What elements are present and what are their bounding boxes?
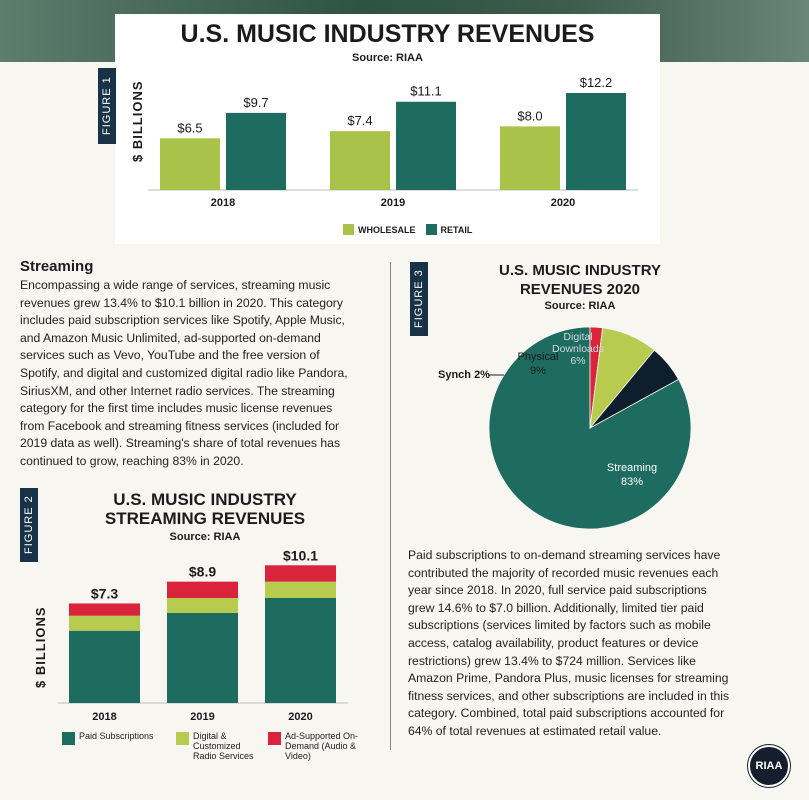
text-line: and Amazon Music Unlimited, ad-supported… <box>20 330 321 345</box>
text-line: includes paid subscription services like… <box>20 313 345 328</box>
legend-swatch-wholesale <box>343 224 354 235</box>
legend-label: Paid Subscriptions <box>79 731 154 741</box>
figure3-title-line1: U.S. MUSIC INDUSTRY <box>499 262 661 279</box>
legend-label-wholesale: WHOLESALE <box>358 224 416 235</box>
data-label: $7.4 <box>347 113 372 128</box>
slice-percent: 6% <box>570 355 585 367</box>
figure1-source: Source: RIAA <box>352 52 423 64</box>
text-line: year since 2018. In 2020, full service p… <box>408 583 707 598</box>
legend-swatch <box>176 732 189 745</box>
data-label: $12.2 <box>580 75 613 90</box>
bar-segment-1-2019 <box>167 598 238 613</box>
riaa-logo: RIAA <box>748 745 790 787</box>
bar-segment-0-2018 <box>69 630 140 703</box>
column-divider <box>390 262 391 750</box>
bar-wholesale-2018 <box>160 138 220 190</box>
text-line: Amazon Prime, Pandora Plus, music licens… <box>408 671 729 686</box>
figure3-title-line2: REVENUES 2020 <box>519 281 641 298</box>
bar-segment-2-2018 <box>69 603 140 616</box>
x-tick-label: 2018 <box>92 711 116 723</box>
figure2-title-line1: U.S. MUSIC INDUSTRY <box>113 490 297 509</box>
slice-label: Digital <box>563 331 592 343</box>
text-line: services such as Vevo, YouTube and the f… <box>20 348 320 363</box>
text-line: continued to grow, reaching 83% in 2020. <box>20 453 244 468</box>
bar-segment-0-2020 <box>265 598 336 703</box>
legend-label: Ad-Supported On-Demand (Audio & Video) <box>285 731 359 761</box>
bar-retail-2018 <box>226 112 286 190</box>
text-line: from Facebook and streaming fitness serv… <box>20 418 340 433</box>
text-line: subscriptions (services limited by facto… <box>408 618 711 633</box>
x-tick-label: 2018 <box>211 197 235 209</box>
bar-segment-2-2020 <box>265 565 336 582</box>
data-label: $9.7 <box>243 95 268 110</box>
figure2-legend-item: Digital & Customized Radio Services <box>176 731 263 761</box>
bar-retail-2019 <box>396 101 456 190</box>
pie-slice-digital-downloads <box>589 349 680 429</box>
legend-swatch-retail <box>425 224 437 235</box>
text-line: fitness services, and other subscription… <box>408 688 730 703</box>
text-line: revenues grew 13.4% to $10.1 billion in … <box>20 295 343 310</box>
figure1-legend: WHOLESALE RETAIL <box>343 224 472 235</box>
total-label: $10.1 <box>283 547 318 563</box>
bar-segment-2-2019 <box>167 581 238 598</box>
data-label: $11.1 <box>410 84 442 99</box>
text-line: Paid subscriptions to on-demand streamin… <box>408 548 721 562</box>
bar-wholesale-2019 <box>330 131 390 190</box>
data-label: $6.5 <box>177 120 202 135</box>
total-label: $7.3 <box>91 585 118 601</box>
slice-label: Synch 2% <box>438 369 490 381</box>
x-tick-label: 2020 <box>551 197 575 209</box>
text-line: access, catalog availability, product fe… <box>408 635 699 650</box>
data-label: $8.0 <box>517 108 542 123</box>
total-label: $8.9 <box>189 564 216 580</box>
bar-segment-0-2019 <box>167 613 238 703</box>
text-line: category. Combined, total paid subscript… <box>408 706 725 721</box>
slice-percent: 9% <box>530 365 546 377</box>
slice-label: Downloads <box>552 343 604 355</box>
paid-subscriptions-paragraph: Paid subscriptions to on-demand streamin… <box>408 547 793 741</box>
figure2-legend-item: Paid Subscriptions <box>62 731 187 745</box>
figure2-source: Source: RIAA <box>169 531 241 543</box>
x-tick-label: 2019 <box>381 197 405 209</box>
bar-retail-2020 <box>566 93 626 190</box>
legend-swatch <box>62 732 75 745</box>
slice-percent: 83% <box>621 476 643 488</box>
legend-label-retail: RETAIL <box>440 224 473 235</box>
text-line: grew 14.6% to $7.0 billion. Additionally… <box>408 600 704 615</box>
streaming-paragraph: Encompassing a wide range of services, s… <box>20 277 385 471</box>
figure3-source: Source: RIAA <box>544 300 616 312</box>
figure1-chart: $6.5 $9.7 2018 $7.4 $11.1 2019 $8.0 $12.2 2020 <box>148 75 638 209</box>
legend-label: Digital & Customized Radio Services <box>193 731 254 761</box>
figure1-title: U.S. MUSIC INDUSTRY REVENUES <box>180 20 595 48</box>
text-line: Encompassing a wide range of services, s… <box>20 278 331 292</box>
figure3-title: U.S. MUSIC INDUSTRY REVENUES 2020 <box>430 261 730 299</box>
text-line: Spotify, and digital and customized digi… <box>20 365 348 380</box>
text-line: 64% of total revenues at estimated retai… <box>408 723 662 738</box>
figure3-chart: Streaming 83% Physical 9% DigitalDownloads6%… <box>438 326 692 530</box>
figure2-title-line2: STREAMING REVENUES <box>104 509 306 528</box>
text-line: category for the first time includes mus… <box>20 401 333 416</box>
text-line: 2019 data as well). Streaming's share of… <box>20 436 341 451</box>
section-heading: Streaming <box>20 258 94 275</box>
slice-label: Physical <box>518 351 559 363</box>
figure2-legend-item: Ad-Supported On-Demand (Audio & Video) <box>268 731 381 761</box>
bar-wholesale-2020 <box>500 126 560 190</box>
text-line: SiriusXM, and other Internet radio servi… <box>20 383 335 398</box>
figure2-chart: $7.3 2018 $8.9 2019 $10.1 2020 <box>58 547 348 723</box>
x-tick-label: 2020 <box>288 711 312 723</box>
figure2-title: U.S. MUSIC INDUSTRY STREAMING REVENUES <box>40 490 370 528</box>
bar-segment-1-2018 <box>69 615 140 631</box>
text-line: contributed the majority of recorded mus… <box>408 565 719 580</box>
text-line: restrictions) grew 13.4% to $724 million… <box>408 653 696 668</box>
x-tick-label: 2019 <box>190 711 214 723</box>
slice-label: Streaming <box>607 462 657 474</box>
legend-swatch <box>268 732 281 745</box>
bar-segment-1-2020 <box>265 581 336 598</box>
